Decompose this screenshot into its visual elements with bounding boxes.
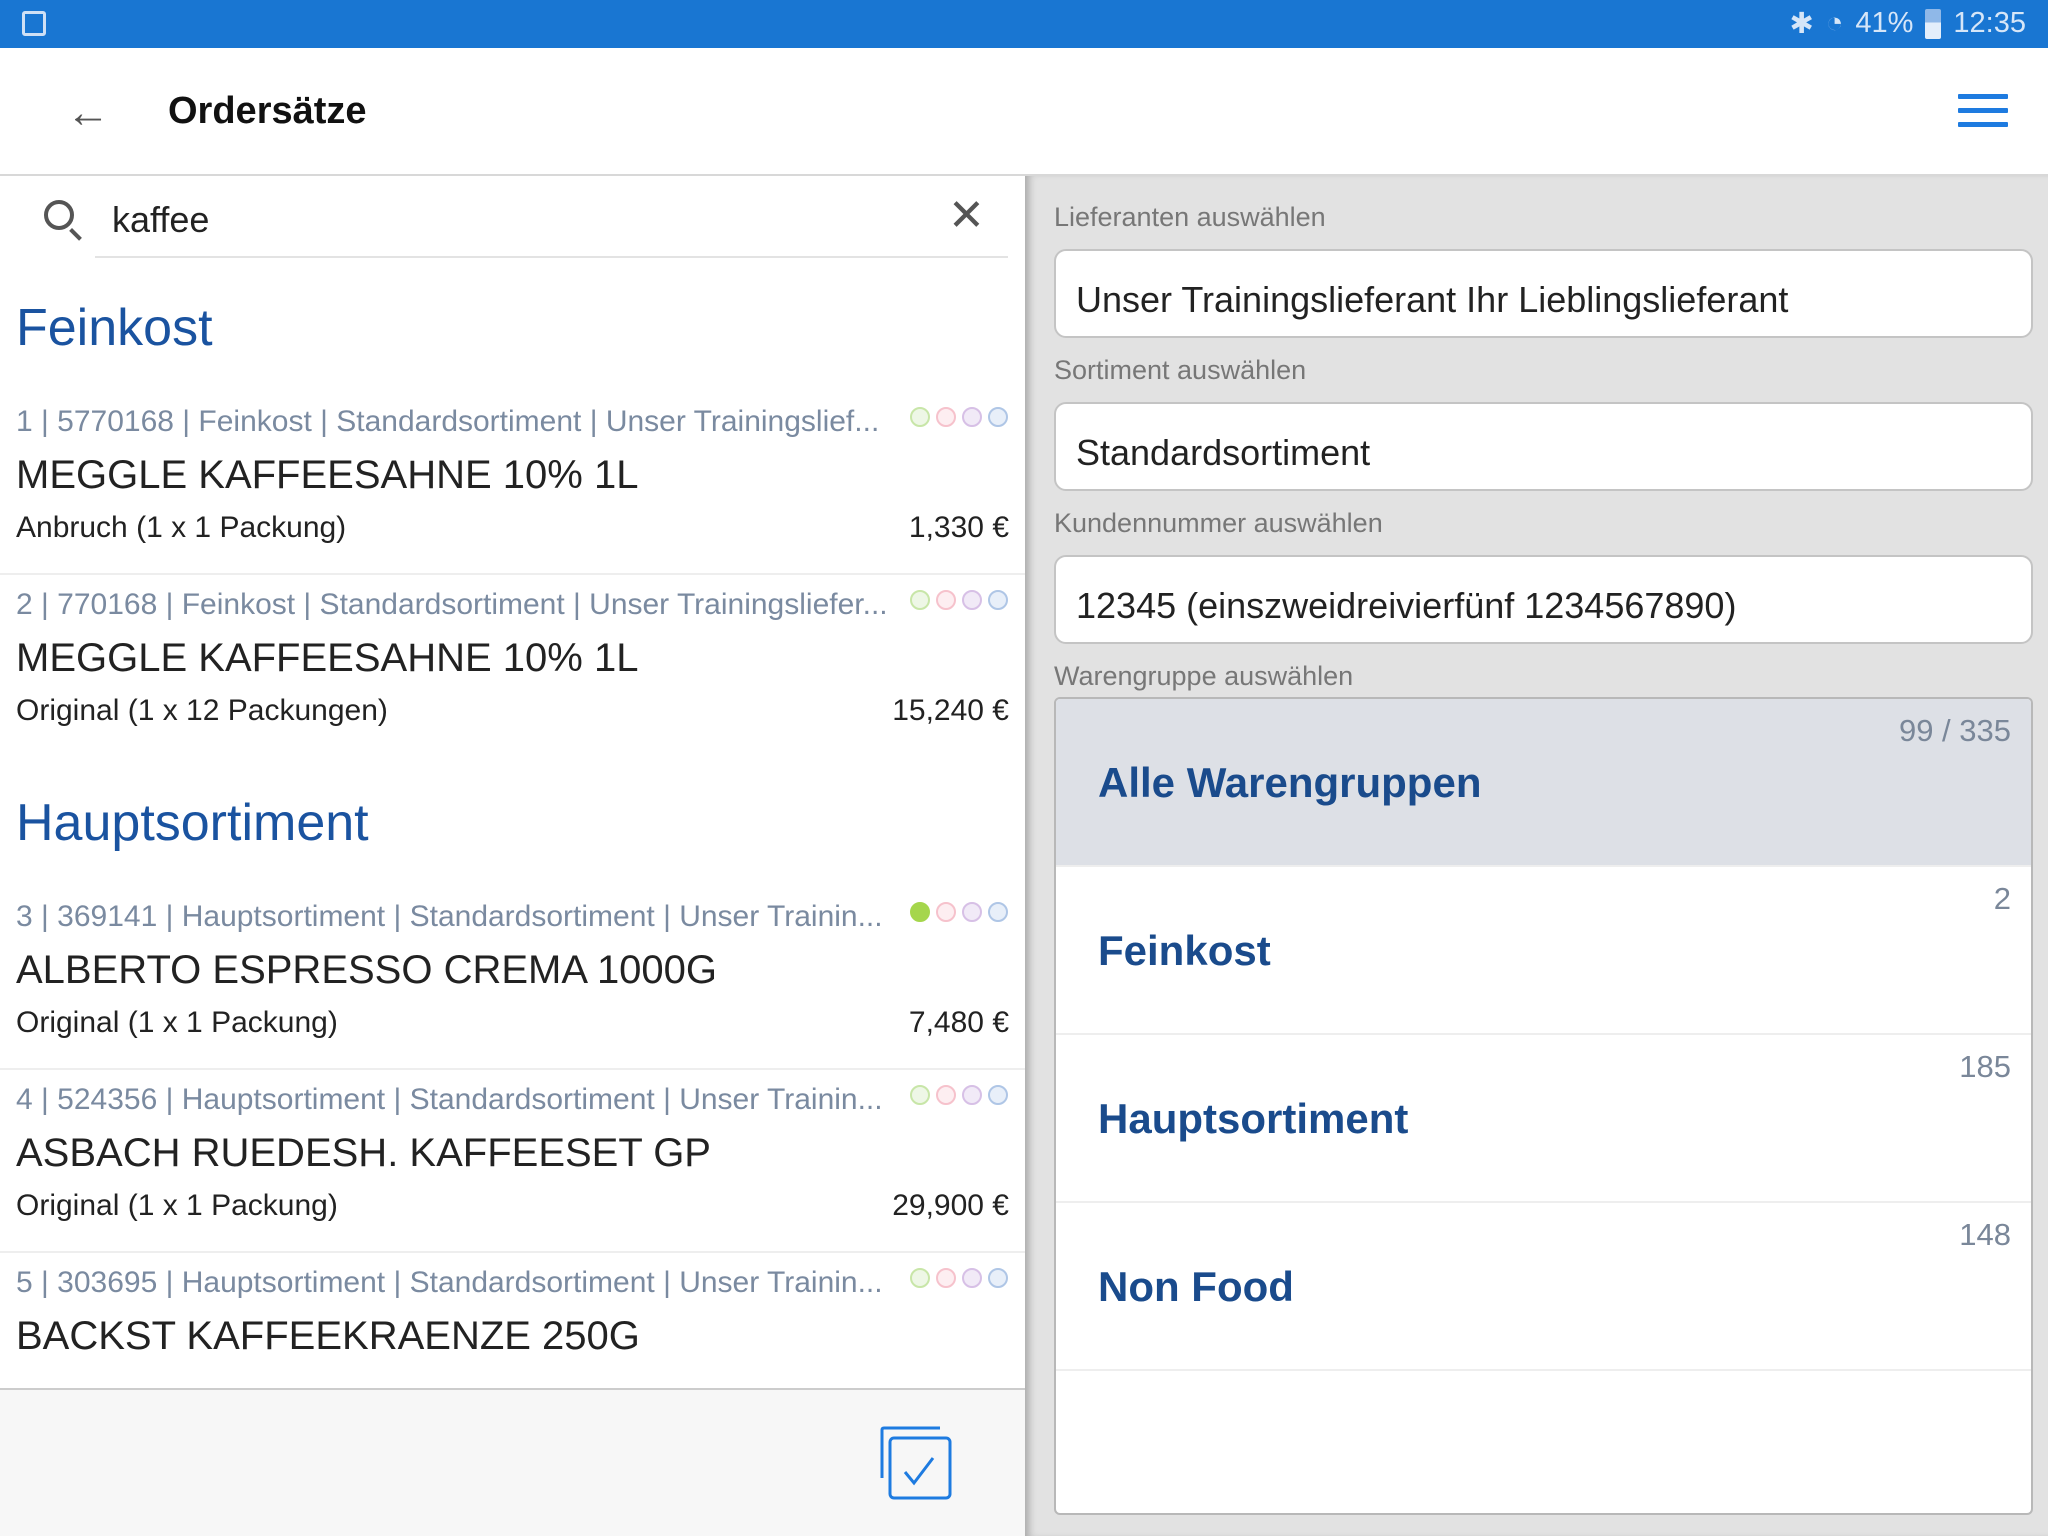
group-count: 99 / 335 [1898, 713, 2011, 748]
search-icon [44, 200, 74, 230]
group-name: Hauptsortiment [1098, 1095, 1409, 1142]
order-list-item[interactable]: 2 | 770168 | Feinkost | Standardsortimen… [0, 576, 1025, 758]
item-meta: 1 | 5770168 | Feinkost | Standardsortime… [16, 405, 880, 438]
status-dot-icon [962, 590, 982, 610]
divider [0, 1251, 1025, 1253]
item-name: MEGGLE KAFFEESAHNE 10% 1L [16, 636, 639, 680]
item-meta: 4 | 524356 | Hauptsortiment | Standardso… [16, 1083, 883, 1116]
page-title: Ordersätze [168, 90, 367, 132]
status-dot-icon [988, 1085, 1008, 1105]
gallery-notification-icon [22, 11, 46, 36]
status-dot-icon [988, 1268, 1008, 1288]
status-dot-icon [936, 902, 956, 922]
item-meta: 2 | 770168 | Feinkost | Standardsortimen… [16, 588, 888, 621]
status-dot-icon [962, 407, 982, 427]
status-dot-icon [962, 1268, 982, 1288]
group-heading: Feinkost [16, 299, 213, 357]
item-unit: Anbruch (1 x 1 Packung) [16, 511, 347, 544]
status-dot-icon [910, 407, 930, 427]
back-arrow-icon[interactable]: ← [66, 88, 110, 137]
status-dot-icon [910, 1085, 930, 1105]
status-dot-icon [910, 902, 930, 922]
order-list-item[interactable]: 3 | 369141 | Hauptsortiment | Standardso… [0, 888, 1025, 1070]
divider [0, 573, 1025, 575]
status-dots [910, 1085, 1008, 1105]
range-label: Sortiment auswählen [1054, 355, 1307, 385]
product-group-item[interactable]: 185 Hauptsortiment [1056, 1035, 2031, 1203]
status-dot-icon [936, 1268, 956, 1288]
status-dots [910, 1268, 1008, 1288]
product-group-list: 99 / 335 Alle Warengruppen 2 Feinkost 185 … [1054, 697, 2033, 1515]
battery-percent: 41% [1855, 7, 1914, 39]
item-price: 29,900 € [892, 1189, 1009, 1222]
status-dot-icon [936, 407, 956, 427]
supplier-select[interactable]: Unser Trainingslieferant Ihr Lieblingsli… [1054, 249, 2033, 338]
status-dot-icon [988, 902, 1008, 922]
search-underline [95, 256, 1008, 258]
product-group-label: Warengruppe auswählen [1054, 661, 1354, 691]
search-bar: ✕ [0, 176, 1025, 258]
status-dot-icon [910, 590, 930, 610]
status-dots [910, 407, 1008, 427]
status-dot-icon [988, 407, 1008, 427]
group-name: Non Food [1098, 1263, 1294, 1310]
item-unit: Original (1 x 1 Packung) [16, 1006, 338, 1039]
item-price: 7,480 € [908, 1006, 1009, 1039]
item-name: ASBACH RUEDESH. KAFFEESET GP [16, 1131, 711, 1175]
order-list-item[interactable]: 4 | 524356 | Hauptsortiment | Standardso… [0, 1071, 1025, 1253]
item-meta: 3 | 369141 | Hauptsortiment | Standardso… [16, 900, 883, 933]
bluetooth-icon: ✱ [1789, 8, 1814, 40]
customer-label: Kundennummer auswählen [1054, 508, 1383, 538]
order-list-panel: ✕ Feinkost Hauptsortiment 1 | 5770168 | … [0, 176, 1025, 1536]
group-name: Alle Warengruppen [1098, 759, 1482, 806]
order-list-item[interactable]: 1 | 5770168 | Feinkost | Standardsortime… [0, 393, 1025, 575]
item-unit: Original (1 x 1 Packung) [16, 1189, 338, 1222]
group-count: 185 [1959, 1049, 2011, 1084]
item-name: BACKST KAFFEEKRAENZE 250G [16, 1314, 640, 1358]
item-unit: Original (1 x 12 Packungen) [16, 694, 388, 727]
product-group-item[interactable]: 2 Feinkost [1056, 867, 2031, 1035]
range-select[interactable]: Standardsortiment [1054, 402, 2033, 491]
order-list-item[interactable]: 5 | 303695 | Hauptsortiment | Standardso… [0, 1254, 1025, 1436]
search-input[interactable] [95, 190, 945, 250]
status-dot-icon [936, 1085, 956, 1105]
status-bar: ✱ ◔ 41% 12:35 [0, 0, 2048, 48]
clock: 12:35 [1953, 7, 2026, 39]
bottom-bar [0, 1388, 1025, 1536]
item-name: MEGGLE KAFFEESAHNE 10% 1L [16, 453, 639, 497]
status-dot-icon [962, 902, 982, 922]
status-dot-icon [936, 590, 956, 610]
status-dot-icon [988, 590, 1008, 610]
status-dot-icon [962, 1085, 982, 1105]
item-meta: 5 | 303695 | Hauptsortiment | Standardso… [16, 1266, 883, 1299]
app-bar: ← Ordersätze [0, 48, 2048, 176]
item-price: 1,330 € [908, 511, 1009, 544]
divider [0, 1068, 1025, 1070]
group-heading: Hauptsortiment [16, 794, 369, 852]
customer-select[interactable]: 12345 (einszweidreivierfünf 1234567890) [1054, 555, 2033, 644]
battery-icon [1925, 8, 1942, 39]
confirm-selection-icon[interactable] [878, 1426, 954, 1502]
status-dots [910, 902, 1008, 922]
supplier-label: Lieferanten auswählen [1054, 202, 1326, 232]
hamburger-menu-icon[interactable] [1958, 94, 2008, 128]
status-dots [910, 590, 1008, 610]
status-dot-icon [910, 1268, 930, 1288]
clear-search-icon[interactable]: ✕ [948, 191, 985, 240]
item-name: ALBERTO ESPRESSO CREMA 1000G [16, 948, 718, 992]
group-count: 148 [1959, 1217, 2011, 1252]
group-name: Feinkost [1098, 927, 1271, 974]
group-count: 2 [1993, 881, 2011, 916]
product-group-item[interactable]: 148 Non Food [1056, 1203, 2031, 1371]
wifi-icon: ◔ [1825, 7, 1844, 39]
item-price: 15,240 € [892, 694, 1009, 727]
product-group-item[interactable]: 99 / 335 Alle Warengruppen [1056, 699, 2031, 867]
filter-panel: Lieferanten auswählen Unser Trainingslie… [1025, 176, 2048, 1536]
